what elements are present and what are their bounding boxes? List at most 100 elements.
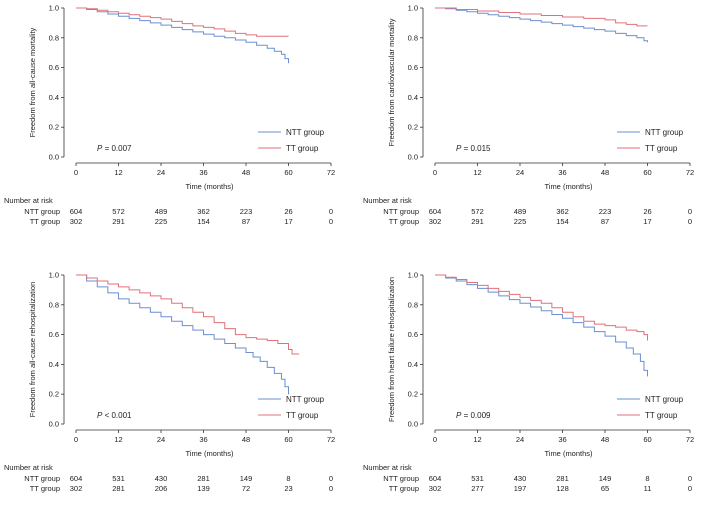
p-value-number: = 0.015 xyxy=(461,144,491,153)
legend-label: TT group xyxy=(286,411,319,420)
risk-count: 302 xyxy=(70,217,83,226)
risk-count: 139 xyxy=(197,484,210,493)
y-axis-title: Freedom from all-cause rehospitalization xyxy=(28,282,37,417)
y-tick-label: 0.2 xyxy=(49,123,59,132)
risk-row-label: TT group xyxy=(389,217,419,226)
risk-count: 302 xyxy=(70,484,83,493)
x-tick-label: 0 xyxy=(433,435,437,444)
x-tick-label: 12 xyxy=(473,435,481,444)
x-tick-label: 24 xyxy=(516,435,524,444)
p-value-annotation: P < 0.001 xyxy=(97,411,132,420)
risk-count: 572 xyxy=(112,207,125,216)
risk-row-label: NTT group xyxy=(24,474,60,483)
x-tick-label: 72 xyxy=(327,435,335,444)
y-tick-label: 0.6 xyxy=(408,63,418,72)
risk-count: 17 xyxy=(643,217,651,226)
x-tick-label: 24 xyxy=(157,435,165,444)
y-tick-label: 0.8 xyxy=(408,33,418,42)
risk-count: 8 xyxy=(286,474,290,483)
km-chart-svg: 0 12 24 36 48 60 72 Time (months) 0.0 0.2 0.4 0.6 0.… xyxy=(4,271,335,494)
legend-label: TT group xyxy=(286,144,319,153)
x-tick-label: 12 xyxy=(114,435,122,444)
y-tick-label: 0.2 xyxy=(408,123,418,132)
p-value-symbol: P xyxy=(456,411,462,420)
km-panel-all-cause-mortality: 0 12 24 36 48 60 72 Time (months) 0.0 0.2 0.4 0.6 0.… xyxy=(0,0,350,246)
y-tick-label: 0.0 xyxy=(49,420,59,429)
risk-count: 0 xyxy=(329,484,333,493)
risk-count: 206 xyxy=(155,484,168,493)
risk-count: 0 xyxy=(688,484,692,493)
risk-count: 531 xyxy=(112,474,125,483)
legend-label: NTT group xyxy=(645,395,684,404)
risk-count: 197 xyxy=(514,484,527,493)
km-chart-svg: 0 12 24 36 48 60 72 Time (months) 0.0 0.2 0.4 0.6 0.… xyxy=(4,4,335,227)
x-tick-label: 48 xyxy=(601,435,609,444)
risk-count: 302 xyxy=(429,217,442,226)
y-tick-label: 1.0 xyxy=(408,271,418,280)
p-value-annotation: P = 0.009 xyxy=(456,411,491,420)
y-tick-label: 1.0 xyxy=(49,271,59,280)
risk-count: 281 xyxy=(197,474,210,483)
risk-table-header: Number at risk xyxy=(4,463,53,472)
x-tick-label: 72 xyxy=(686,435,694,444)
y-tick-label: 0.8 xyxy=(408,300,418,309)
risk-count: 302 xyxy=(429,484,442,493)
km-chart-svg: 0 12 24 36 48 60 72 Time (months) 0.0 0.2 0.4 0.6 0.… xyxy=(363,271,694,494)
risk-count: 604 xyxy=(70,207,83,216)
y-tick-label: 0.8 xyxy=(49,33,59,42)
survival-curve-ntt xyxy=(76,7,289,64)
p-value-number: = 0.007 xyxy=(102,144,132,153)
y-tick-label: 0.4 xyxy=(49,360,59,369)
x-tick-label: 24 xyxy=(516,168,524,177)
risk-count: 0 xyxy=(688,207,692,216)
x-tick-label: 0 xyxy=(433,168,437,177)
x-axis-title: Time (months) xyxy=(185,182,234,191)
legend-label: TT group xyxy=(645,411,678,420)
risk-count: 0 xyxy=(329,474,333,483)
risk-count: 362 xyxy=(197,207,210,216)
risk-count: 531 xyxy=(471,474,484,483)
risk-count: 489 xyxy=(155,207,168,216)
survival-curve-tt xyxy=(435,274,648,341)
p-value-annotation: P = 0.015 xyxy=(456,144,491,153)
x-tick-label: 36 xyxy=(558,435,566,444)
y-axis-title: Freedom from cardiovascular mortality xyxy=(387,18,396,146)
risk-row-label: TT group xyxy=(30,217,60,226)
risk-count: 223 xyxy=(599,207,612,216)
y-tick-label: 0.0 xyxy=(49,153,59,162)
risk-count: 0 xyxy=(329,217,333,226)
y-axis-title: Freedom from all-cause mortality xyxy=(28,27,37,137)
legend-label: TT group xyxy=(645,144,678,153)
x-tick-label: 60 xyxy=(643,168,651,177)
risk-count: 430 xyxy=(155,474,168,483)
x-tick-label: 36 xyxy=(199,168,207,177)
y-tick-label: 0.6 xyxy=(49,330,59,339)
x-tick-label: 72 xyxy=(327,168,335,177)
y-tick-label: 0.0 xyxy=(408,420,418,429)
risk-count: 17 xyxy=(284,217,292,226)
x-tick-label: 0 xyxy=(74,168,78,177)
risk-count: 489 xyxy=(514,207,527,216)
x-tick-label: 36 xyxy=(199,435,207,444)
y-tick-label: 0.2 xyxy=(408,390,418,399)
x-tick-label: 12 xyxy=(473,168,481,177)
y-tick-label: 0.4 xyxy=(408,360,418,369)
risk-count: 0 xyxy=(329,207,333,216)
survival-curve-tt xyxy=(76,7,289,37)
risk-count: 430 xyxy=(514,474,527,483)
risk-count: 291 xyxy=(112,217,125,226)
risk-count: 223 xyxy=(240,207,253,216)
risk-count: 281 xyxy=(112,484,125,493)
risk-row-label: NTT group xyxy=(383,207,419,216)
risk-count: 26 xyxy=(643,207,651,216)
risk-row-label: TT group xyxy=(30,484,60,493)
x-tick-label: 0 xyxy=(74,435,78,444)
risk-row-label: NTT group xyxy=(383,474,419,483)
x-tick-label: 48 xyxy=(242,435,250,444)
survival-curve-ntt xyxy=(76,274,289,395)
x-tick-label: 72 xyxy=(686,168,694,177)
p-value-number: < 0.001 xyxy=(102,411,132,420)
risk-count: 225 xyxy=(514,217,527,226)
risk-count: 87 xyxy=(242,217,250,226)
p-value-number: = 0.009 xyxy=(461,411,491,420)
